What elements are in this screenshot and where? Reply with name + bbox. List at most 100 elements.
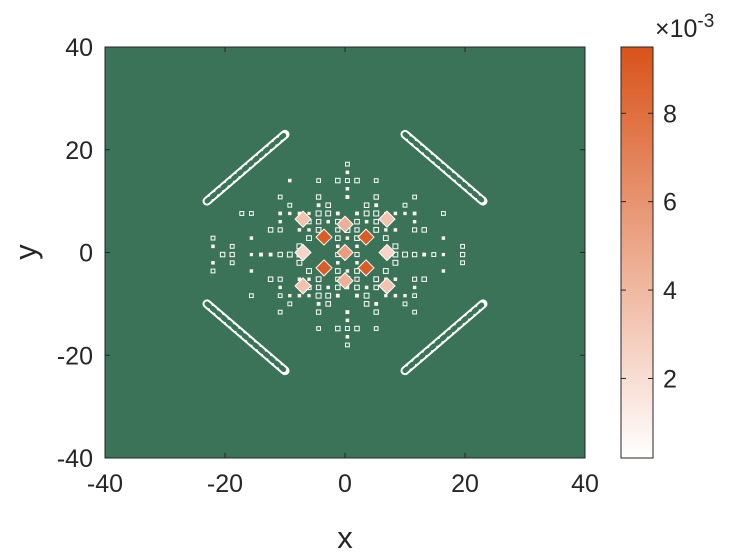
heatmap-cell xyxy=(374,203,379,208)
colorbar-tick-label: 4 xyxy=(663,277,677,305)
colorbar-exponent-power: -3 xyxy=(697,11,714,32)
colorbar xyxy=(620,46,654,459)
heatmap-contour xyxy=(315,227,322,233)
heatmap-contour xyxy=(277,309,283,315)
heatmap-contour xyxy=(229,243,235,249)
colorbar-exponent: ×10-3 xyxy=(655,11,714,43)
y-axis-label: y xyxy=(8,244,43,260)
heatmap-cell xyxy=(297,277,302,281)
heatmap-contour xyxy=(287,301,293,307)
heatmap-contour xyxy=(411,251,418,258)
heatmap-cell xyxy=(355,293,359,298)
heatmap-contour xyxy=(354,268,360,274)
heatmap-cell xyxy=(249,269,254,273)
y-tick-label: 40 xyxy=(65,34,93,62)
heatmap-peaks xyxy=(294,210,396,295)
heatmap-contour xyxy=(277,293,283,299)
heatmap-contour xyxy=(229,251,235,258)
heatmap-contour xyxy=(335,284,341,291)
heatmap-contour xyxy=(421,276,427,282)
heatmap-contour xyxy=(392,243,399,250)
heatmap-contour xyxy=(412,276,418,282)
heatmap-cell xyxy=(384,228,388,232)
heatmap-cell xyxy=(384,294,388,298)
heatmap-contour xyxy=(277,194,283,200)
heatmap-cell xyxy=(249,252,254,257)
heatmap-contour xyxy=(402,301,408,307)
heatmap-contour xyxy=(412,309,417,315)
heatmap-contour xyxy=(335,325,341,332)
heatmap-cell xyxy=(412,211,417,216)
heatmap-contour xyxy=(325,202,331,209)
colorbar-tick-label: 2 xyxy=(663,365,677,393)
y-tick-label: 20 xyxy=(65,137,93,165)
heatmap-contour xyxy=(373,227,380,233)
heatmap-peak xyxy=(315,259,333,277)
heatmap-contour xyxy=(412,194,417,200)
heatmap-cell xyxy=(278,285,282,290)
heatmap-contour xyxy=(382,235,389,242)
x-tick-label: 20 xyxy=(451,470,479,498)
colorbar-tick-label: 6 xyxy=(663,189,677,217)
heatmap-cell xyxy=(335,293,340,298)
heatmap-contour xyxy=(345,342,350,348)
heatmap-contour xyxy=(334,268,341,274)
heatmap-cell xyxy=(345,170,350,175)
heatmap-contour xyxy=(210,235,216,241)
heatmap-contour xyxy=(267,276,274,282)
heatmap-contour xyxy=(354,276,360,282)
heatmap-contour xyxy=(373,178,379,183)
heatmap-peak xyxy=(378,243,396,262)
heatmap-contour xyxy=(354,227,360,233)
heatmap-cell xyxy=(403,211,407,216)
heatmap-contour xyxy=(373,284,379,291)
heatmap-cell xyxy=(278,211,283,216)
heatmap-cell xyxy=(441,236,446,240)
heatmap-peak xyxy=(336,243,354,262)
heatmap-cell xyxy=(307,211,311,216)
heatmap-cell xyxy=(393,293,398,298)
heatmap-contour xyxy=(363,202,370,209)
heatmap-peak xyxy=(336,215,354,233)
heatmap-cell xyxy=(441,269,446,273)
heatmap-cell xyxy=(316,301,321,306)
heatmap-peak xyxy=(378,210,396,228)
heatmap-peak xyxy=(294,277,312,295)
heatmap-contour xyxy=(229,260,235,266)
heatmap-cell xyxy=(268,252,273,257)
colorbar-exponent-base: ×10 xyxy=(655,15,697,43)
heatmap-contour xyxy=(354,325,360,332)
heatmap-contour xyxy=(373,194,379,200)
heatmap-contour xyxy=(325,210,332,217)
heatmap-contour xyxy=(402,251,408,258)
y-tick-label: -20 xyxy=(57,342,93,370)
heatmap-cell xyxy=(249,236,254,240)
heatmap-cell xyxy=(297,228,302,232)
heatmap-contour xyxy=(325,301,331,307)
heatmap-contour xyxy=(460,260,466,266)
heatmap-cell xyxy=(336,244,340,249)
heatmap-cell xyxy=(316,203,321,208)
colorbar-tick-label: 8 xyxy=(663,100,677,128)
heatmap-cell xyxy=(345,334,350,339)
heatmap-cell xyxy=(355,244,359,249)
heatmap-cell xyxy=(211,244,215,249)
heatmap-cell xyxy=(307,294,311,298)
heatmap-contour xyxy=(219,251,226,258)
heatmap-contour xyxy=(459,251,466,258)
heatmap-cell xyxy=(345,195,350,199)
heatmap-cell xyxy=(297,211,302,216)
heatmap-contour xyxy=(354,284,360,291)
heatmap-cell xyxy=(345,269,350,273)
heatmap-contour xyxy=(316,326,321,331)
heatmap-contour xyxy=(354,218,360,225)
heatmap-cell xyxy=(422,252,427,257)
heatmap-contour xyxy=(373,326,379,331)
heatmap-cell xyxy=(297,293,302,298)
heatmap-cell xyxy=(288,293,292,298)
heatmap-cell xyxy=(364,219,369,224)
heatmap-contour xyxy=(325,292,332,299)
heatmap-cell xyxy=(374,301,379,306)
heatmap-diagonal-streak-inner xyxy=(204,301,288,374)
